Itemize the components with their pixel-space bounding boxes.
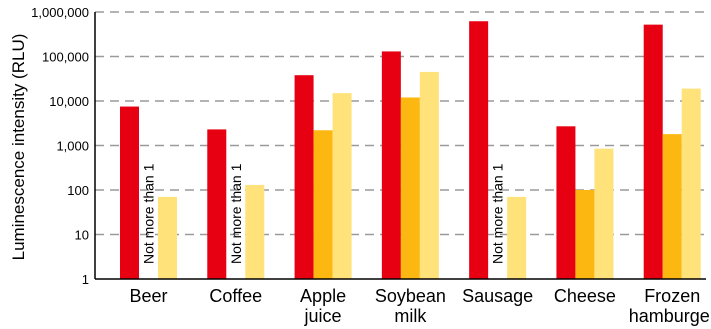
bar (158, 196, 177, 279)
category-label: Soybean (375, 286, 446, 306)
y-tick-label: 100 (67, 183, 89, 198)
y-axis-label: Luminescence intensity (RLU) (9, 34, 28, 261)
category-label: Sausage (462, 286, 533, 306)
category-label: Frozen (644, 286, 700, 306)
category-label: Apple (300, 286, 346, 306)
annotation-label: Not more than 1 (228, 163, 244, 264)
bar (575, 190, 595, 279)
annotation-label: Not more than 1 (490, 163, 506, 264)
bar (507, 196, 527, 279)
category-label: Cheese (554, 286, 616, 306)
y-tick-label: 1 (82, 272, 89, 287)
bar (681, 88, 701, 280)
bar (469, 21, 489, 280)
bar (419, 71, 439, 280)
bar (245, 184, 265, 279)
y-tick-label: 100,000 (42, 50, 89, 65)
annotations: Not more than 1 Not more than 1 Not more t… (141, 163, 506, 264)
annotation-label: Not more than 1 (141, 163, 157, 264)
y-tick-label: 10 (75, 228, 89, 243)
axes (94, 12, 706, 280)
bar (400, 97, 420, 279)
category-label: juice (304, 306, 342, 326)
y-tick-label: 1,000,000 (31, 5, 89, 20)
bar (381, 51, 401, 279)
bar (594, 148, 614, 279)
bars (120, 21, 701, 280)
category-label: Beer (129, 286, 167, 306)
category-label: Coffee (209, 286, 262, 306)
bar (313, 130, 333, 279)
bar (662, 134, 682, 279)
bar (294, 75, 314, 279)
category-label: milk (394, 306, 427, 326)
y-tick-labels: 1 10 100 1,000 10,000 100,000 1,000,000 (31, 5, 89, 287)
y-tick-label: 10,000 (49, 94, 89, 109)
category-label: hamburger (629, 306, 711, 326)
bar (556, 126, 576, 279)
bar (120, 106, 139, 279)
bar (332, 93, 352, 279)
bar (643, 24, 663, 280)
y-tick-label: 1,000 (56, 139, 89, 154)
bar (207, 129, 227, 279)
